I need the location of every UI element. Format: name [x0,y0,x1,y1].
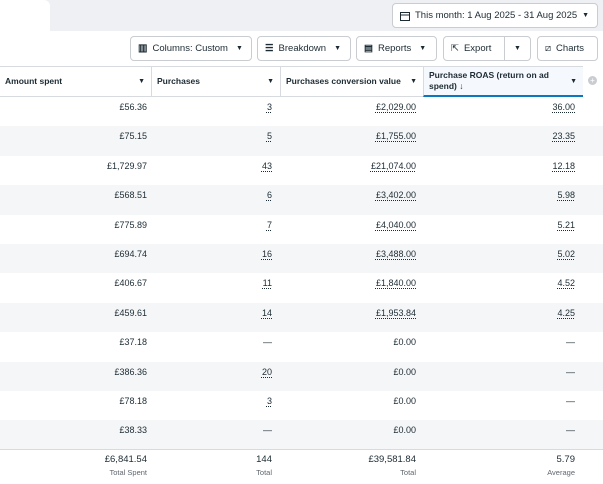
header-label: Purchases [157,76,200,86]
table-row: £694.74 16 £3,488.00 5.02 [0,244,603,274]
column-header[interactable]: Purchase ROAS (return on ad spend) ↓ ▼ [423,66,583,97]
total-value: 5.79 [556,454,576,465]
total-cell: £6,841.54 Total Spent [105,454,147,477]
total-label: Total [400,468,416,477]
table-cell: 4.52 [557,278,575,289]
breakdown-button[interactable]: ☰ Breakdown ▼ [257,36,351,61]
table-cell: — [263,337,272,348]
table-row: £38.33 — £0.00 — [0,420,603,450]
column-header[interactable]: Purchases conversion value ▼ [280,66,423,97]
date-range: This month: 1 Aug 2025 - 31 Aug 2025 [415,10,578,21]
table-cell: £78.18 [119,396,147,406]
table-row: £75.15 5 £1,755.00 23.35 [0,126,603,156]
table-cell: 5 [266,131,272,142]
tab[interactable] [0,0,50,31]
table-cell: £406.67 [114,278,147,289]
header-label: Purchases conversion value [286,76,401,86]
table-row: £568.51 6 £3,402.00 5.98 [0,185,603,215]
button-label: Reports [377,43,412,54]
table-cell: 12.18 [552,160,575,171]
charts-button[interactable]: ⧄ Charts [537,36,598,61]
table-cell: 16 [261,249,272,259]
table-cell: £3,488.00 [375,249,416,259]
table-cell: 36.00 [552,102,575,112]
export-dropdown[interactable]: ▼ [504,36,531,61]
table-row: £775.89 7 £4,040.00 5.21 [0,214,603,244]
reports-button[interactable]: ▤ Reports ▼ [356,36,437,61]
table-cell: £459.61 [114,307,147,318]
table-cell: £775.89 [114,219,147,230]
column-header[interactable]: Amount spent ▼ [0,66,151,97]
button-label: Columns: Custom [152,43,228,54]
table-cell: £0.00 [393,396,416,406]
table-cell: 5.98 [557,190,575,201]
table-cell: £1,953.84 [375,307,416,318]
total-cell: 5.79 Average [547,454,575,477]
table-cell: 5.02 [557,249,575,259]
table-cell: £0.00 [393,366,416,377]
table-row: £78.18 3 £0.00 — [0,391,603,421]
total-label: Total Spent [109,468,147,477]
total-value: £39,581.84 [368,454,416,465]
date-picker[interactable]: This month: 1 Aug 2025 - 31 Aug 2025 ▼ [392,3,598,28]
total-label: Total [256,468,272,477]
table-cell: 11 [262,278,272,289]
table-cell: £56.36 [119,102,147,112]
table-cell: — [566,337,575,348]
table-cell: 4.25 [557,307,575,318]
table-cell: £694.74 [114,249,147,259]
table-cell: £21,074.00 [370,160,416,171]
footer-divider [0,449,603,450]
column-header[interactable]: Purchases ▼ [151,66,280,97]
table-cell: 14 [261,307,272,318]
columns-button[interactable]: ▥ Columns: Custom ▼ [130,36,252,61]
export-button[interactable]: ⇱ Export [443,36,505,61]
total-label: Average [547,468,575,477]
button-label: Breakdown [278,43,327,54]
table-row: £56.36 3 £2,029.00 36.00 [0,97,603,127]
table-cell: £2,029.00 [375,102,416,112]
table-cell: £1,755.00 [375,131,416,142]
table-cell: — [566,366,575,377]
table-cell: — [566,425,575,436]
table-cell: — [566,396,575,406]
table-cell: 23.35 [552,131,575,142]
table-cell: £1,729.97 [106,160,147,171]
table-row: £386.36 20 £0.00 — [0,361,603,391]
add-column[interactable]: + [588,76,597,85]
table-cell: £38.33 [119,425,147,436]
calendar-icon [400,11,410,21]
table-cell: £37.18 [119,337,147,348]
table-cell: £0.00 [393,337,416,348]
table-row: £459.61 14 £1,953.84 4.25 [0,302,603,333]
table-cell: 7 [266,219,272,230]
header-label: Purchase ROAS (return on ad spend) ↓ [429,70,549,91]
total-cell: £39,581.84 Total [368,454,416,477]
table-cell: £0.00 [393,425,416,436]
header-label: Amount spent [5,76,63,86]
table-cell: 3 [266,102,272,112]
table-cell: 43 [261,160,272,171]
total-value: 144 [256,454,272,465]
button-label: Charts [556,43,585,54]
table-row: £1,729.97 43 £21,074.00 12.18 [0,155,603,186]
table-cell: £1,840.00 [375,278,416,289]
table-cell: £4,040.00 [375,219,416,230]
table-cell: 6 [266,190,272,201]
table-cell: 5.21 [557,219,575,230]
table-row: £37.18 — £0.00 — [0,332,603,362]
table-row: £406.67 11 £1,840.00 4.52 [0,273,603,303]
table-cell: £3,402.00 [375,190,416,201]
table-cell: £386.36 [114,366,147,377]
table-cell: £75.15 [119,131,147,142]
table-cell: — [263,425,272,436]
table-cell: 20 [261,366,272,377]
table-cell: £568.51 [114,190,147,201]
table-cell: 3 [266,396,272,406]
button-label: Export [463,43,492,54]
total-cell: 144 Total [256,454,272,477]
total-value: £6,841.54 [104,454,147,465]
